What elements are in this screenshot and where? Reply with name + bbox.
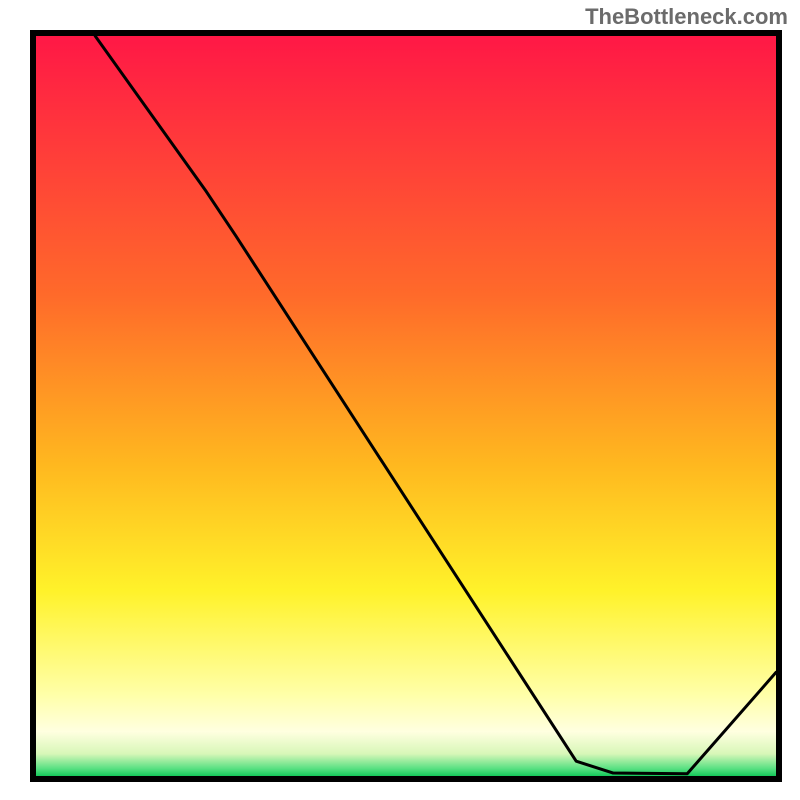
chart-container: { "watermark": { "text": "TheBottleneck.…: [0, 0, 800, 800]
curve-path: [95, 36, 776, 774]
watermark-text: TheBottleneck.com: [585, 4, 788, 30]
plot-area: [36, 36, 776, 776]
bottleneck-curve: [36, 36, 776, 776]
